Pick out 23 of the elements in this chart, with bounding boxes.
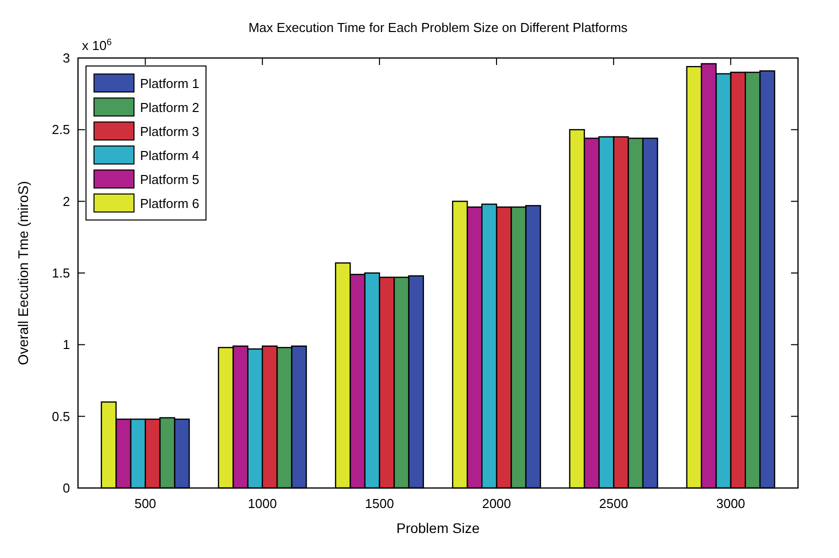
- y-tick-label: 2: [62, 194, 70, 209]
- legend-label: Platform 6: [140, 196, 200, 211]
- y-tick-label: 1: [62, 337, 70, 352]
- y-tick-label: 0.5: [52, 408, 70, 424]
- x-tick-label: 3000: [716, 496, 746, 511]
- x-tick-label: 1000: [248, 496, 277, 511]
- legend-label: Platform 1: [140, 76, 200, 91]
- legend-label: Platform 2: [140, 100, 200, 115]
- y-axis-title: Overall Eecution Tme (miroS): [15, 180, 31, 366]
- x-axis-title: Problem Size: [396, 520, 480, 536]
- x-tick-label: 2000: [482, 496, 511, 511]
- legend-label: Platform 3: [140, 124, 200, 139]
- x-tick-label: 1500: [365, 496, 394, 511]
- legend-label: Platform 4: [140, 148, 200, 163]
- text: x 10$^{6}$: [82, 37, 112, 53]
- chart-title: Max Execution Time for Each Problem Size on Different Platforms: [248, 20, 628, 35]
- y-tick-label: 1.5: [52, 266, 70, 281]
- y-tick-label: 0: [62, 480, 70, 496]
- y-tick-label: 3: [62, 50, 70, 66]
- x-tick-label: 2500: [599, 496, 628, 511]
- legend-label: Platform 5: [140, 172, 200, 187]
- y-tick-label: 2.5: [52, 122, 70, 138]
- x-tick-label: 500: [134, 496, 156, 511]
